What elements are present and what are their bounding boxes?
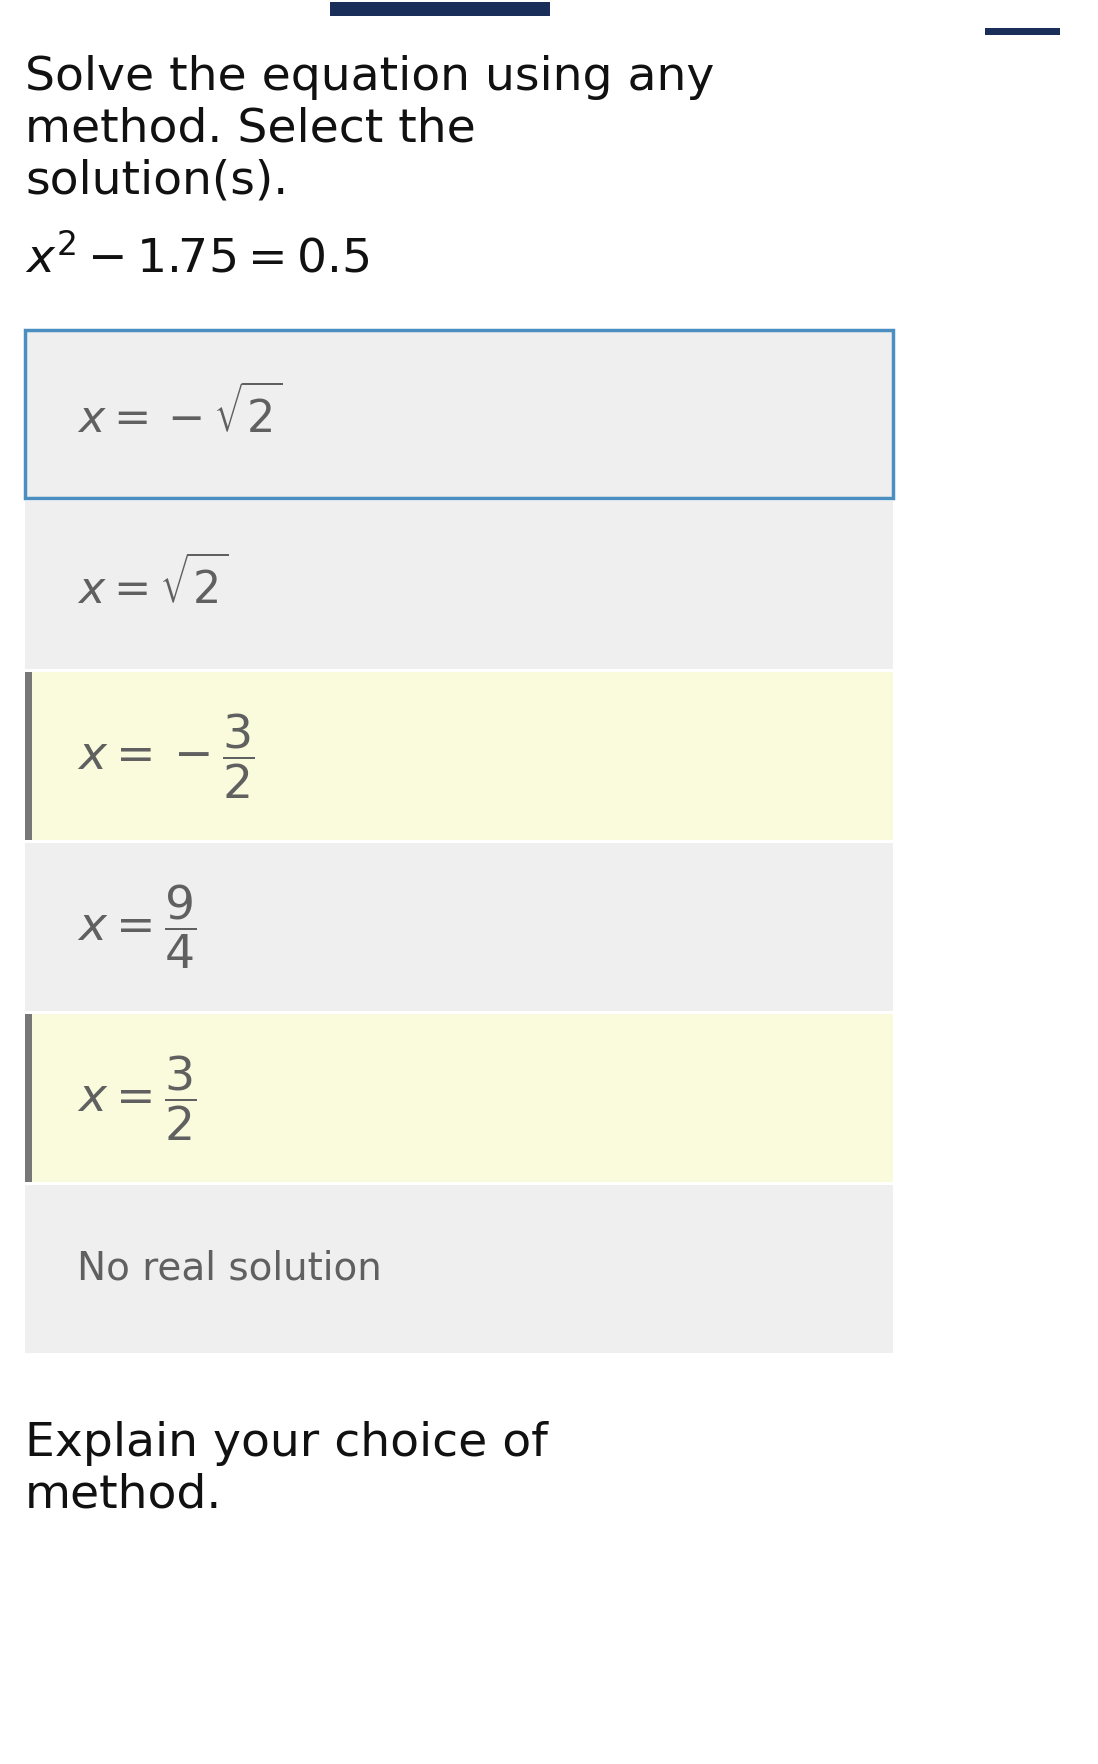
FancyBboxPatch shape — [25, 330, 893, 497]
Text: $x = \dfrac{9}{4}$: $x = \dfrac{9}{4}$ — [77, 882, 197, 972]
Text: $x = -\sqrt{2}$: $x = -\sqrt{2}$ — [77, 386, 282, 443]
FancyBboxPatch shape — [25, 1185, 893, 1353]
FancyBboxPatch shape — [25, 672, 32, 840]
Text: $x = \dfrac{3}{2}$: $x = \dfrac{3}{2}$ — [77, 1053, 197, 1143]
FancyBboxPatch shape — [25, 1014, 893, 1182]
Text: $x = -\dfrac{3}{2}$: $x = -\dfrac{3}{2}$ — [77, 711, 255, 801]
FancyBboxPatch shape — [25, 501, 893, 669]
Text: $x = \sqrt{2}$: $x = \sqrt{2}$ — [77, 557, 228, 612]
FancyBboxPatch shape — [985, 28, 1060, 35]
Text: Solve the equation using any: Solve the equation using any — [25, 55, 715, 101]
FancyBboxPatch shape — [25, 1014, 32, 1182]
Text: No real solution: No real solution — [77, 1251, 382, 1288]
FancyBboxPatch shape — [25, 843, 893, 1011]
Text: $x^2 - 1.75 = 0.5$: $x^2 - 1.75 = 0.5$ — [25, 235, 369, 282]
Text: Explain your choice of: Explain your choice of — [25, 1422, 548, 1466]
Text: solution(s).: solution(s). — [25, 159, 289, 205]
Text: method.: method. — [25, 1473, 223, 1519]
FancyBboxPatch shape — [25, 672, 893, 840]
Text: method. Select the: method. Select the — [25, 108, 475, 152]
FancyBboxPatch shape — [330, 2, 550, 16]
